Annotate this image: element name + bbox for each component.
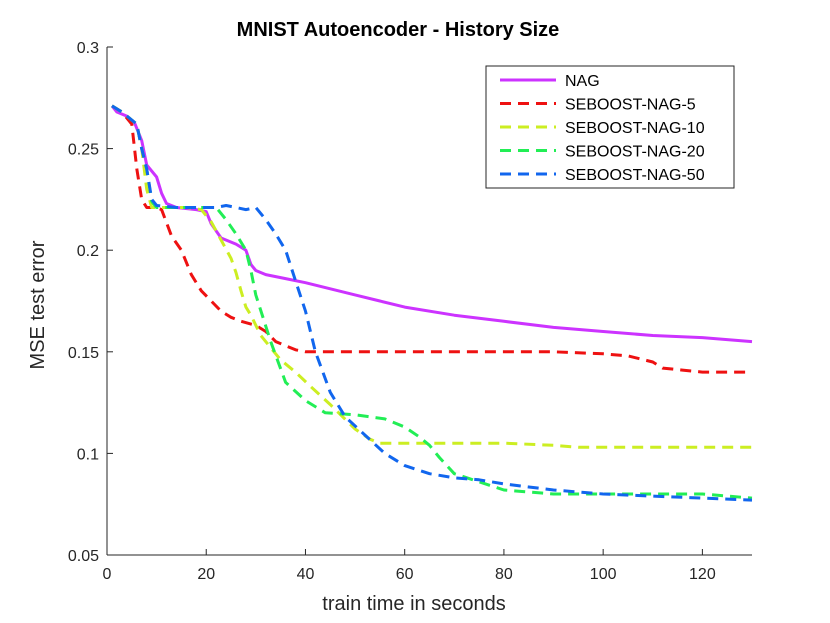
y-tick-label: 0.1 bbox=[77, 446, 99, 463]
chart-title: MNIST Autoencoder - History Size bbox=[237, 19, 560, 41]
y-ticks: 0.05 0.1 0.15 0.2 0.25 0.3 bbox=[68, 40, 113, 565]
x-ticks: 0 20 40 60 80 100 120 bbox=[103, 549, 716, 583]
x-tick-label: 60 bbox=[396, 566, 414, 583]
y-tick-label: 0.15 bbox=[68, 345, 99, 362]
legend-label: SEBOOST-NAG-10 bbox=[565, 120, 705, 137]
legend-label: SEBOOST-NAG-20 bbox=[565, 144, 705, 161]
series-lines bbox=[110, 104, 753, 502]
x-tick-label: 0 bbox=[103, 566, 112, 583]
x-axis-title: train time in seconds bbox=[322, 593, 505, 615]
series-line-seboost-nag-50 bbox=[111, 104, 753, 502]
legend-label: SEBOOST-NAG-5 bbox=[565, 97, 696, 114]
y-tick-label: 0.2 bbox=[77, 243, 99, 260]
x-tick-label: 80 bbox=[495, 566, 513, 583]
x-tick-label: 40 bbox=[297, 566, 315, 583]
y-tick-label: 0.25 bbox=[68, 142, 99, 159]
legend-label: SEBOOST-NAG-50 bbox=[565, 167, 705, 184]
legend: NAG SEBOOST-NAG-5 SEBOOST-NAG-10 SEBOOST-NA… bbox=[485, 65, 735, 189]
y-axis-title: MSE test error bbox=[27, 240, 49, 369]
y-tick-label: 0.05 bbox=[68, 548, 99, 565]
x-tick-label: 20 bbox=[197, 566, 215, 583]
x-tick-label: 100 bbox=[590, 566, 617, 583]
legend-label: NAG bbox=[565, 73, 600, 90]
y-tick-label: 0.3 bbox=[77, 40, 99, 57]
x-tick-label: 120 bbox=[689, 566, 716, 583]
plot-area: 0 20 40 60 80 100 120 0.05 0.1 0.15 0.2 0.25 0.3 bbox=[68, 40, 753, 583]
